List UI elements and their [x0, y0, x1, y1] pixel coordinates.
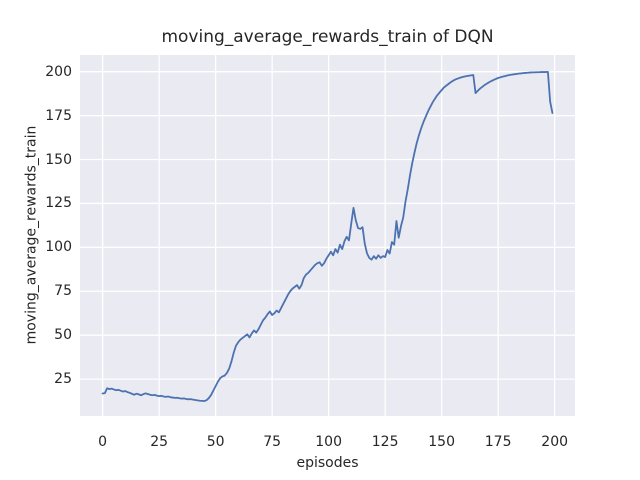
y-tick-label: 50: [54, 327, 72, 344]
data-line: [101, 70, 554, 402]
x-axis-label: episodes: [296, 455, 359, 471]
x-tick-label: 25: [150, 434, 169, 450]
y-tick-label: 100: [45, 239, 72, 256]
x-tick-label: 0: [98, 434, 108, 450]
y-tick-label: 175: [45, 107, 72, 124]
chart-svg: [80, 55, 575, 416]
grid-lines: [80, 55, 575, 416]
x-tick-label: 100: [315, 434, 342, 450]
x-tick-label: 200: [541, 434, 569, 450]
plot-area: [80, 55, 575, 416]
chart-title: moving_average_rewards_train of DQN: [161, 27, 494, 47]
y-tick-label: 75: [54, 283, 72, 300]
y-tick-label: 25: [54, 371, 72, 388]
x-tick-label: 50: [206, 434, 225, 450]
y-tick-label: 200: [45, 63, 72, 80]
x-tick-label: 150: [428, 434, 455, 450]
x-tick-label: 175: [484, 434, 512, 450]
data-line-group: [101, 70, 554, 402]
y-tick-label: 125: [45, 195, 72, 212]
y-tick-label: 150: [45, 151, 72, 168]
x-tick-label: 125: [371, 434, 399, 450]
y-axis-label: moving_average_rewards_train: [23, 125, 40, 345]
x-tick-label: 75: [263, 434, 282, 450]
